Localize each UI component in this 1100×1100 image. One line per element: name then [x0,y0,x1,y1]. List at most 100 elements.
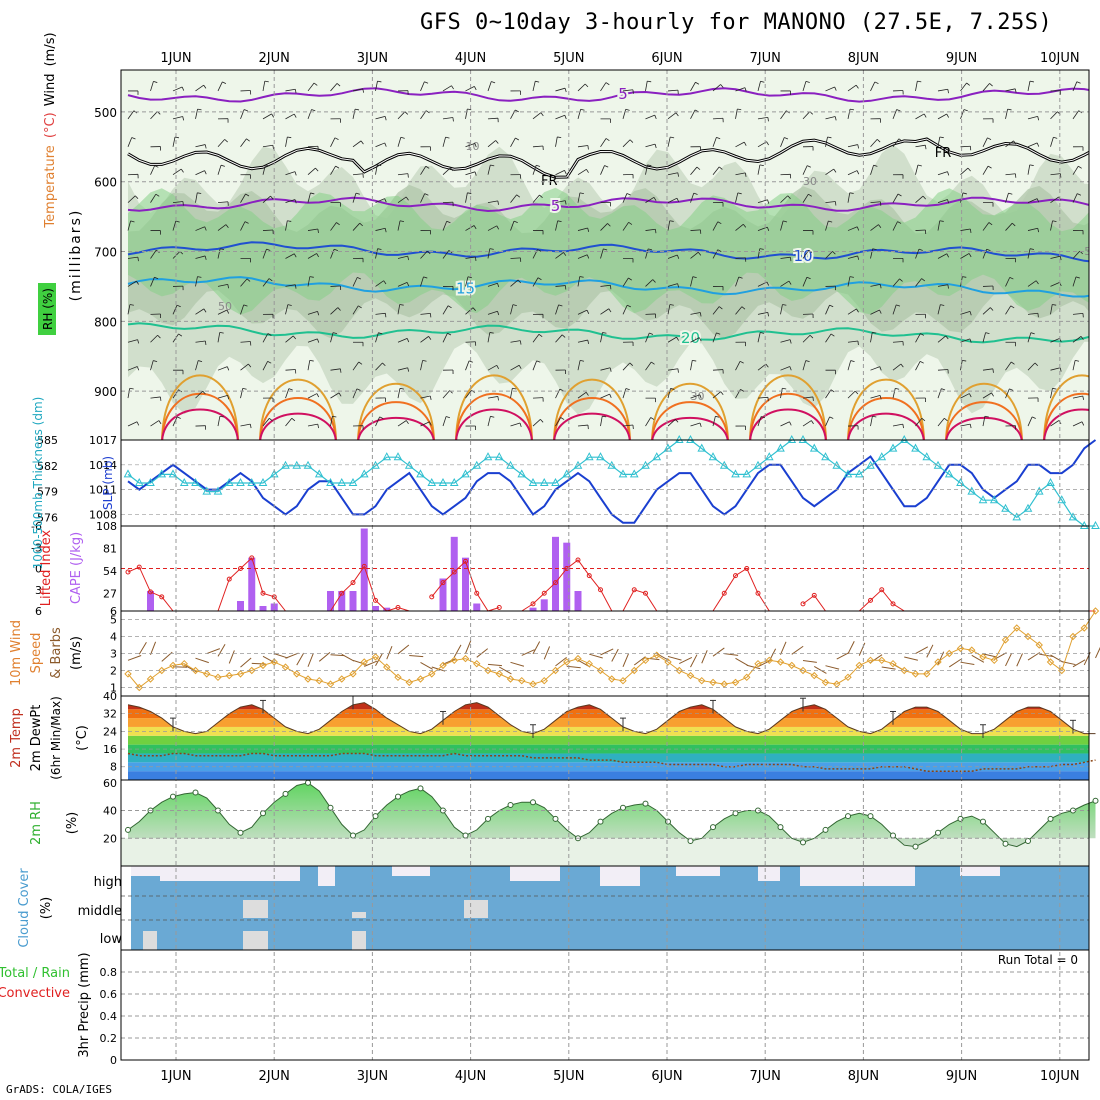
wind10m-barb [858,642,866,656]
wind10m-speed-point [428,670,436,678]
wind-barb-flag [1031,416,1036,419]
wind-barb-flag [897,193,902,197]
wind-barb [622,89,633,92]
lifted-index-point [800,601,806,607]
wind-barb-flag [558,304,563,307]
wind10m-barb [476,648,489,658]
wind-barb [892,221,898,231]
wind10m-barb [701,650,708,664]
wind-barb [397,388,401,399]
wind-barb [645,114,655,120]
wind-barb [825,251,833,259]
wind10m-speed-point [180,659,188,668]
wind-barb [802,396,813,399]
wind-barb-flag [450,167,454,172]
wind10m-barb [915,646,929,654]
wind10m-speed-point [979,653,987,661]
lifted-index-line [127,566,174,612]
wind-barb [780,421,790,427]
wind-label: Wind [43,74,58,107]
rh-contour-label: 50 [1084,245,1098,258]
wind-barb-flag [765,363,769,368]
wind10m-speed-point [720,680,728,688]
wind-barb [487,117,499,120]
wind-barb [645,143,656,148]
wind-barb [262,81,266,92]
wind-barb-flag [829,304,834,308]
wind-barb-flag [137,257,139,262]
wind-barb-flag [602,332,607,334]
wind-barb [217,366,228,371]
wind-barb [352,88,363,92]
wind-barb-flag [625,388,630,391]
wind-barb-flag [654,115,657,120]
wind-barb-flag [828,220,833,223]
wind-barb [150,334,158,343]
wind-barb-flag [737,192,742,195]
rh-point [687,838,694,845]
wind-barb [240,109,245,120]
wind-barb [600,393,610,399]
wind10m-barb [543,646,551,660]
thickness-marker [877,452,887,461]
wind-barb-flag [182,116,185,121]
wind-barb-flag [405,420,409,425]
wind-barb-flag [1029,164,1034,166]
wind-barb-flag [717,221,722,225]
wind-barb-flag [969,228,972,234]
wind-barb-flag [832,251,836,255]
wind10m-speed-point [551,666,560,675]
wind-barb [150,111,158,120]
wind-barb-flag [220,164,225,167]
wind-barb-flag [309,276,314,278]
temperature-band [128,753,1089,763]
wind-barb [982,332,986,343]
wind-barb-flag [540,112,544,117]
wind-barb [1072,193,1078,203]
wind-barb-flag [445,416,451,419]
wind-barb-flag [267,360,272,364]
wind-barb [780,339,791,343]
wind10m-speed-point [529,680,537,688]
wind-barb [690,109,696,120]
wind-barb-flag [313,82,318,86]
wind-barb [150,360,154,371]
thickness-marker [326,477,335,486]
wind10m-speed-point [878,656,886,665]
wind-barb-flag [539,194,543,198]
wind-barb [307,253,317,259]
slp-tick-label: 1008 [89,508,117,521]
wind-barb [847,109,851,119]
isotherm-label: 15 [456,280,475,298]
wind-barb-flag [227,395,230,400]
wind-barb [982,249,988,259]
wind-barb-flag [872,332,877,334]
wind-barb [1050,196,1059,203]
wind-barb [127,137,133,147]
wind10m-barb [667,655,682,661]
wind-barb-flag [474,171,477,176]
wind-barb [622,109,627,119]
slp-tick-label: 1017 [89,434,117,447]
wind10m-speed-point [214,673,222,682]
wind10m-barb [442,658,457,665]
lifted-index-point [395,604,401,610]
wind-barb [465,307,474,315]
wind10m-barb [555,656,567,667]
wind-barb-flag [584,83,589,88]
wind-barb [307,228,318,231]
wind10m-speed-point [664,658,672,666]
wind-barb [397,111,406,120]
wind10m-speed-point [236,670,245,678]
wind10m-speed-point [461,654,470,663]
thickness-marker [1079,520,1089,529]
wind-barb [600,416,603,427]
wind-barb [937,136,941,147]
wind-barb-flag [1077,193,1082,196]
wind-barb-flag [294,284,297,289]
thickness-marker [314,469,324,478]
wind10m-speed-point [1091,607,1100,615]
wind10m-barb [330,654,345,657]
rh-point [372,813,379,820]
wind10m-speed-point [169,661,177,670]
